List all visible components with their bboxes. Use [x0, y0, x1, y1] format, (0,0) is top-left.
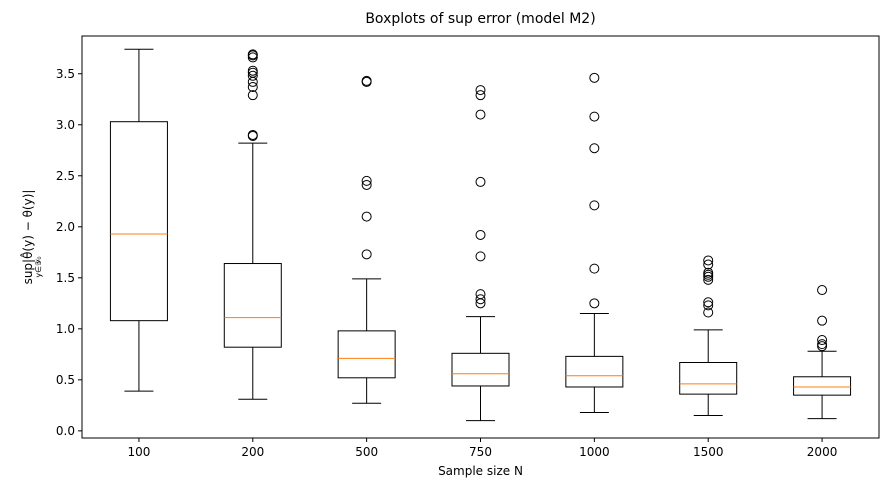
outlier-point — [703, 274, 714, 285]
y-tick-label: 1.5 — [56, 271, 75, 285]
y-axis-label-sub: y∈𝒴₀ — [34, 256, 43, 277]
box-group-100 — [109, 48, 168, 392]
box-group-500 — [337, 75, 396, 404]
outlier-point — [475, 176, 486, 187]
chart-title: Boxplots of sup error (model M2) — [365, 11, 595, 27]
plot-frame — [81, 35, 880, 439]
outlier-point — [589, 72, 600, 83]
y-tick-label: 0.5 — [56, 373, 75, 387]
outlier-point — [361, 249, 372, 260]
y-axis-label-main: sup|θ̂(y) − θ(y)| — [19, 190, 35, 285]
outlier-point — [475, 109, 486, 120]
box-group-1000 — [565, 72, 624, 413]
outlier-point — [817, 335, 828, 346]
plot-area: 0.0 0.5 1.0 1.5 2.0 2.5 3.0 3.5 100 200 500 750 1000… — [56, 35, 880, 459]
outlier-point — [475, 294, 486, 305]
x-tick-label: 750 — [469, 445, 492, 459]
outlier-point — [703, 307, 714, 318]
box-iqr — [793, 376, 852, 396]
outlier-point — [361, 175, 372, 186]
x-tick-label: 500 — [355, 445, 378, 459]
x-tick-label: 1500 — [693, 445, 724, 459]
outlier-point — [817, 285, 828, 296]
box-group-200 — [223, 49, 282, 400]
outlier-point — [361, 179, 372, 190]
box-group-2000 — [793, 285, 852, 420]
box-group-750 — [451, 85, 510, 422]
box-group-1500 — [679, 255, 738, 417]
x-tick-label: 1000 — [579, 445, 610, 459]
x-tick-label: 2000 — [807, 445, 838, 459]
outlier-point — [475, 90, 486, 101]
box-iqr — [109, 121, 168, 322]
outlier-point — [247, 82, 258, 93]
y-tick-label: 1.0 — [56, 322, 75, 336]
y-tick-label: 3.0 — [56, 118, 75, 132]
outlier-point — [475, 229, 486, 240]
outlier-point — [703, 255, 714, 266]
outlier-point — [703, 269, 714, 280]
box-iqr — [679, 361, 738, 395]
box-iqr — [337, 330, 396, 379]
outlier-point — [247, 65, 258, 76]
outlier-point — [361, 211, 372, 222]
outlier-point — [589, 143, 600, 154]
outlier-point — [589, 200, 600, 211]
outlier-point — [703, 300, 714, 311]
outlier-point — [817, 339, 828, 350]
box-iqr — [565, 355, 624, 388]
outlier-point — [247, 129, 258, 140]
outlier-point — [589, 298, 600, 309]
outlier-point — [247, 70, 258, 81]
x-tick-label: 200 — [241, 445, 264, 459]
box-iqr — [223, 263, 282, 348]
y-axis-label: sup|θ̂(y) − θ(y)| y∈𝒴₀ — [19, 190, 43, 285]
x-tick-label: 100 — [127, 445, 150, 459]
y-tick-label: 2.0 — [56, 220, 75, 234]
outlier-point — [475, 289, 486, 300]
y-tick-label: 0.0 — [56, 424, 75, 438]
outlier-point — [703, 297, 714, 308]
outlier-point — [247, 90, 258, 101]
outlier-point — [475, 251, 486, 262]
outlier-point — [817, 315, 828, 326]
outlier-point — [475, 85, 486, 96]
outlier-point — [247, 49, 258, 60]
outlier-point — [589, 111, 600, 122]
y-tick-label: 2.5 — [56, 169, 75, 183]
outlier-point — [361, 75, 372, 86]
x-axis-label: Sample size N — [438, 464, 523, 478]
box-iqr — [451, 352, 510, 387]
outlier-point — [703, 267, 714, 278]
outlier-point — [703, 259, 714, 270]
y-tick-label: 3.5 — [56, 67, 75, 81]
outlier-point — [589, 263, 600, 274]
